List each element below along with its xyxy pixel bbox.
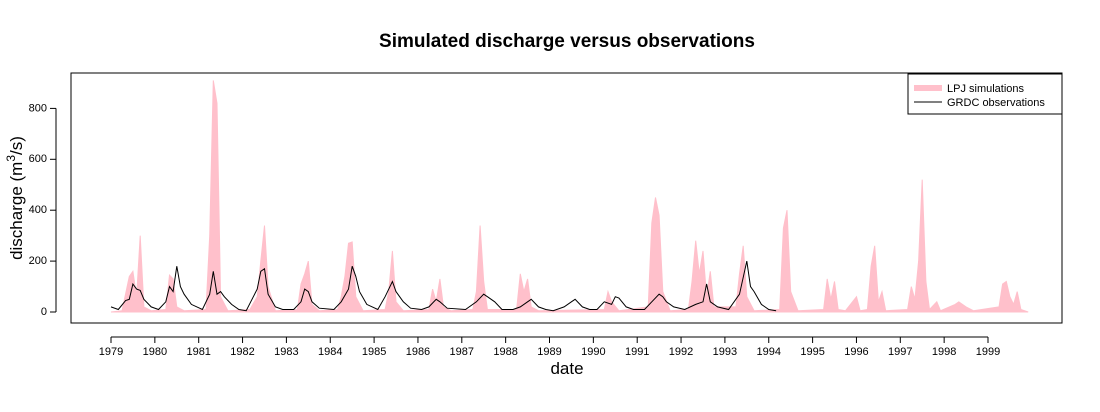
x-tick-label: 1986 (406, 346, 430, 358)
y-tick-label: 800 (29, 102, 47, 114)
y-axis-label: discharge (m3/s) (4, 136, 26, 260)
chart-title: Simulated discharge versus observations (379, 31, 755, 52)
x-tick-label: 1985 (362, 346, 386, 358)
y-tick-label: 200 (29, 255, 47, 267)
x-tick-label: 1990 (581, 346, 605, 358)
y-tick-label: 0 (41, 306, 47, 318)
observations-line-layer (110, 260, 777, 312)
simulations-area-layer (110, 80, 1029, 313)
x-tick-label: 1984 (318, 346, 342, 358)
y-axis: 0 200 400 600 800 (29, 102, 57, 318)
legend-label-observations: GRDC observations (947, 97, 1045, 109)
x-axis: 1979 1980 1981 1982 1983 1984 1985 1986 1987 1988… (99, 336, 1000, 358)
x-tick-label: 1999 (976, 346, 1000, 358)
x-tick-label: 1996 (844, 346, 868, 358)
x-tick-label: 1988 (493, 346, 517, 358)
x-tick-label: 1994 (757, 346, 781, 358)
legend: LPJ simulations GRDC observations (907, 73, 1063, 115)
x-tick-label: 1981 (186, 346, 210, 358)
observations-line (110, 260, 777, 312)
x-tick-label: 1993 (713, 346, 737, 358)
x-tick-label: 1983 (274, 346, 298, 358)
y-tick-label: 600 (29, 153, 47, 165)
x-axis-label: date (550, 359, 583, 378)
x-tick-label: 1982 (230, 346, 254, 358)
legend-box (907, 73, 1063, 115)
x-tick-label: 1992 (669, 346, 693, 358)
x-tick-label: 1979 (99, 346, 123, 358)
y-tick-label: 400 (29, 204, 47, 216)
x-tick-label: 1991 (625, 346, 649, 358)
simulations-area (110, 80, 1029, 313)
x-tick-label: 1997 (888, 346, 912, 358)
x-tick-label: 1995 (800, 346, 824, 358)
x-tick-label: 1998 (932, 346, 956, 358)
plot-frame (70, 72, 1063, 324)
legend-label-simulations: LPJ simulations (947, 83, 1025, 95)
x-tick-label: 1980 (143, 346, 167, 358)
x-tick-label: 1987 (450, 346, 474, 358)
x-tick-label: 1989 (537, 346, 561, 358)
